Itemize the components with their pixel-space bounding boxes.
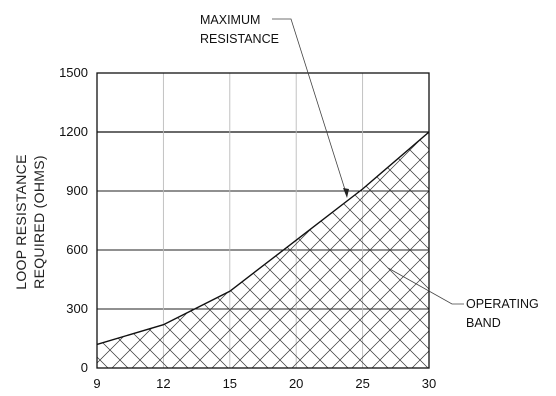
- annotation-band-leader: [387, 267, 464, 305]
- maximum-resistance-curve: [96, 131, 430, 346]
- y-axis-label-line-1: LOOP RESISTANCE: [13, 154, 29, 289]
- y-tick-label: 900: [66, 183, 88, 198]
- operating-band-annotation: OPERATING BAND: [387, 267, 539, 330]
- annotation-max-arrowhead: [343, 188, 349, 198]
- y-axis-label-line-2: REQUIRED (OHMS): [31, 155, 47, 289]
- x-tick-label: 25: [355, 376, 369, 391]
- y-tick-labels: 0 300 600 900 1200 1500: [59, 65, 88, 375]
- annotation-band-line-2: BAND: [466, 316, 501, 330]
- y-tick-label: 0: [81, 360, 88, 375]
- y-tick-label: 300: [66, 301, 88, 316]
- x-tick-label: 12: [156, 376, 170, 391]
- maximum-resistance-annotation: MAXIMUM RESISTANCE: [200, 13, 349, 198]
- y-tick-label: 600: [66, 242, 88, 257]
- annotation-max-line-1: MAXIMUM: [200, 13, 260, 27]
- annotation-max-line-2: RESISTANCE: [200, 32, 279, 46]
- y-tick-label: 1200: [59, 124, 88, 139]
- x-tick-label: 9: [93, 376, 100, 391]
- x-tick-label: 30: [422, 376, 436, 391]
- y-tick-label: 1500: [59, 65, 88, 80]
- y-axis-label: LOOP RESISTANCE REQUIRED (OHMS): [13, 154, 47, 289]
- x-tick-labels: 9 12 15 20 25 30: [93, 376, 436, 391]
- annotation-band-line-1: OPERATING: [466, 297, 539, 311]
- x-tick-label: 15: [223, 376, 237, 391]
- plot-frame: [96, 72, 430, 369]
- operating-band-area: [97, 132, 429, 368]
- annotation-max-leader: [272, 18, 348, 197]
- x-tick-label: 20: [289, 376, 303, 391]
